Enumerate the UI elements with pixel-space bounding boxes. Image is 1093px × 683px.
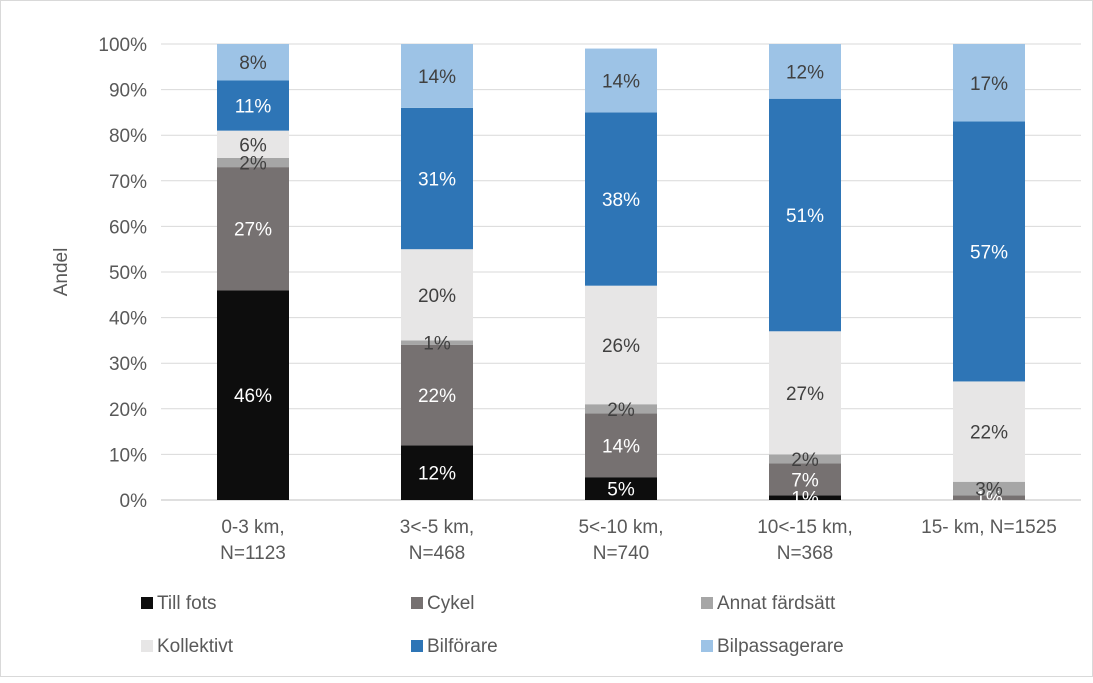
data-label: 46% [234, 386, 272, 407]
bar-segment [953, 381, 1025, 482]
bar-segment [217, 130, 289, 158]
bar-segment [217, 44, 289, 81]
bar-segment [953, 495, 1025, 500]
bar-segment [585, 477, 657, 500]
data-label: 5% [607, 480, 635, 501]
bar-segment [401, 107, 473, 250]
x-category-label: 15- km, N=1525 [921, 517, 1057, 538]
bars [217, 44, 1025, 500]
bar-segment [401, 44, 473, 108]
data-label: 26% [602, 336, 640, 357]
x-category-label: N=368 [777, 543, 834, 564]
x-category-label: N=740 [593, 543, 650, 564]
bar-segment [953, 481, 1025, 496]
bar-segment [769, 44, 841, 99]
bar-segment [401, 249, 473, 341]
legend-label: Bilförare [427, 636, 498, 657]
data-labels: 46%27%2%6%11%8%12%22%1%20%31%14%5%14%2%2… [234, 53, 1008, 509]
bar-segment [769, 463, 841, 496]
bar-segment [769, 454, 841, 464]
y-tick-label: 20% [109, 400, 147, 421]
legend-label: Bilpassagerare [717, 636, 844, 657]
data-label: 1% [791, 489, 819, 510]
x-category-label: 3<-5 km, [400, 517, 474, 538]
legend: Till fots Cykel Annat färdsätt Kollektivt Bi… [141, 593, 844, 657]
legend-label: Cykel [427, 593, 475, 614]
data-label: 14% [418, 67, 456, 88]
bar-segment [585, 404, 657, 414]
data-label: 1% [423, 334, 451, 355]
data-label: 2% [239, 154, 267, 175]
bar-segment [585, 285, 657, 405]
data-label: 12% [786, 62, 824, 83]
legend-swatch [141, 640, 153, 652]
x-category-label: N=1123 [220, 543, 286, 564]
data-label: 38% [602, 190, 640, 211]
bar-segment [953, 121, 1025, 382]
data-label: 22% [970, 423, 1008, 444]
y-tick-label: 90% [109, 81, 147, 102]
data-label: 12% [418, 464, 456, 485]
data-label: 27% [234, 220, 272, 241]
data-label: 7% [791, 470, 819, 491]
y-tick-label: 100% [98, 35, 147, 56]
y-tick-label: 70% [109, 172, 147, 193]
bar-segment [217, 80, 289, 131]
legend-swatch [701, 640, 713, 652]
data-label: 27% [786, 384, 824, 405]
bar-segment [769, 98, 841, 332]
data-label: 14% [602, 436, 640, 457]
bar-segment [585, 413, 657, 478]
data-label: 20% [418, 286, 456, 307]
bar-segment [401, 344, 473, 446]
data-label: 6% [239, 135, 267, 156]
data-label: 22% [418, 386, 456, 407]
data-label: 51% [786, 206, 824, 227]
y-tick-label: 40% [109, 309, 147, 330]
bar-segment [217, 290, 289, 500]
y-tick-label: 80% [109, 126, 147, 147]
y-tick-label: 30% [109, 354, 147, 375]
y-tick-label: 60% [109, 217, 147, 238]
y-tick-label: 0% [120, 491, 148, 512]
y-tick-label: 10% [109, 445, 147, 466]
data-label: 3% [975, 480, 1003, 501]
legend-swatch [411, 597, 423, 609]
data-label: 11% [235, 97, 272, 118]
bar-segment [401, 445, 473, 500]
x-category-label: 10<-15 km, [757, 517, 853, 538]
legend-swatch [701, 597, 713, 609]
data-label: 2% [791, 450, 819, 471]
data-label: 8% [239, 53, 267, 74]
y-tick-label: 50% [109, 263, 147, 284]
data-label: 31% [418, 170, 456, 191]
bar-segment [401, 340, 473, 345]
legend-swatch [141, 597, 153, 609]
axes: 0% 10% 20% 30% 40% 50% 60% 70% 80% 90% 100% 0-3 km,… [98, 35, 1056, 564]
bar-segment [217, 167, 289, 291]
data-label: 1% [975, 489, 1003, 510]
legend-swatch [411, 640, 423, 652]
y-axis-title: Andel [51, 248, 72, 297]
data-label: 17% [970, 74, 1008, 95]
bar-segment [953, 44, 1025, 122]
x-category-label: 5<-10 km, [578, 517, 663, 538]
bar-segment [769, 495, 841, 500]
bar-segment [769, 331, 841, 455]
legend-label: Annat färdsätt [717, 593, 836, 614]
legend-label: Kollektivt [157, 636, 234, 657]
bar-segment [217, 158, 289, 168]
x-category-label: 0-3 km, [221, 517, 284, 538]
data-label: 57% [970, 242, 1008, 263]
bar-segment [585, 112, 657, 286]
bar-segment [585, 48, 657, 113]
legend-label: Till fots [157, 593, 216, 614]
data-label: 14% [602, 71, 640, 92]
data-label: 2% [607, 400, 635, 421]
x-category-label: N=468 [409, 543, 466, 564]
